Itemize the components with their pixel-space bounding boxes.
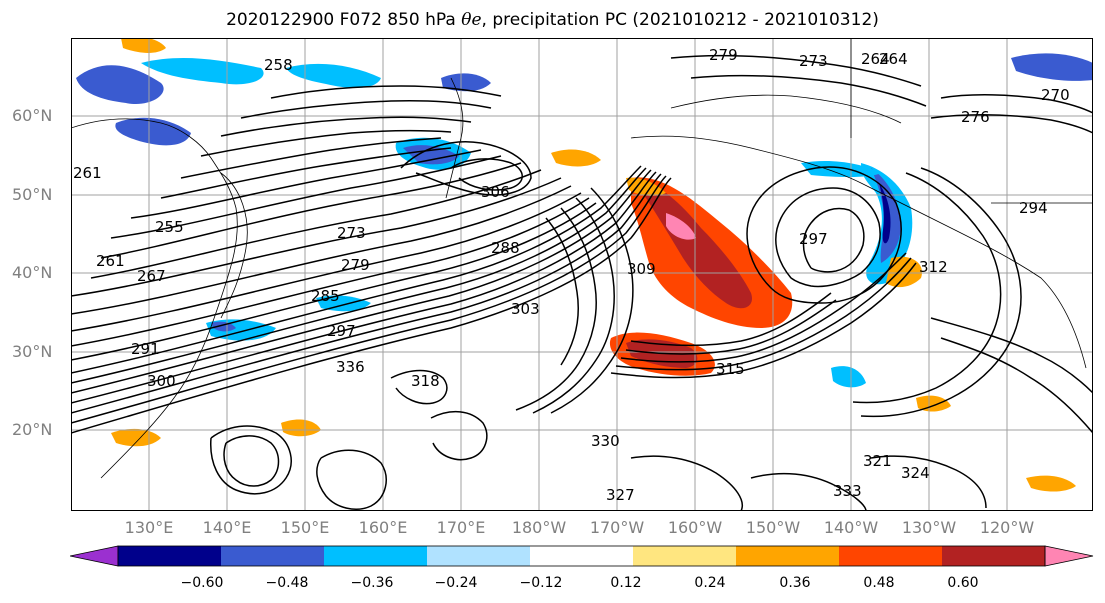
colorbar-tick: 0.60 — [947, 575, 979, 591]
lon-label: 160°W — [667, 518, 723, 537]
contour-label: 303 — [511, 300, 540, 318]
figure-title: 2020122900 F072 850 hPa θe, precipitatio… — [226, 10, 879, 30]
lon-label: 150°E — [280, 518, 330, 537]
colorbar-extend-low — [70, 545, 119, 567]
contour-label: 306 — [481, 183, 510, 201]
colorbar-cell — [942, 546, 1046, 566]
colorbar-cell — [839, 546, 943, 566]
lat-label-50n: 50°N — [12, 185, 53, 204]
contour-label: 324 — [901, 464, 930, 482]
contour-label: 312 — [919, 258, 948, 276]
colorbar-cell — [118, 546, 222, 566]
contour-label: 258 — [264, 56, 293, 74]
colorbar-cell — [633, 546, 737, 566]
contour-label: 333 — [833, 482, 862, 500]
contour-label: 276 — [961, 108, 990, 126]
colorbar-tick: −0.60 — [180, 575, 224, 591]
lon-label: 170°E — [436, 518, 486, 537]
contour-label: 264 — [861, 50, 890, 68]
contour-label: 288 — [491, 239, 520, 257]
lat-label-60n: 60°N — [12, 106, 53, 125]
contour-label: 291 — [131, 340, 160, 358]
lon-label: 130°W — [901, 518, 957, 537]
contour-label: 255 — [155, 218, 184, 236]
contour-label: 267 — [137, 267, 166, 285]
contour-label: 336 — [336, 358, 365, 376]
colorbar-cell — [324, 546, 428, 566]
lon-label: 180°W — [511, 518, 567, 537]
colorbar-cell — [427, 546, 531, 566]
colorbar-extend-high — [1044, 545, 1094, 567]
contour-label: 264 — [879, 50, 908, 68]
lon-label: 160°E — [358, 518, 408, 537]
contour-label: 321 — [863, 452, 892, 470]
contour-label: 273 — [799, 52, 828, 70]
contour-label: 279 — [709, 46, 738, 64]
contour-label: 297 — [327, 322, 356, 340]
contour-label: 330 — [591, 432, 620, 450]
contour-label: 270 — [1041, 86, 1070, 104]
colorbar — [70, 545, 1094, 567]
colorbar-cell — [530, 546, 634, 566]
contour-label: 300 — [147, 372, 176, 390]
precip-shading — [76, 38, 1093, 492]
lat-label-40n: 40°N — [12, 263, 53, 282]
theta-e-contours — [71, 54, 1093, 511]
map-frame — [71, 38, 1093, 511]
colorbar-cells — [70, 545, 1094, 567]
contour-label: 273 — [337, 224, 366, 242]
colorbar-cell — [221, 546, 325, 566]
colorbar-tick: 0.36 — [779, 575, 811, 591]
contour-label: 327 — [606, 486, 635, 504]
contour-label: 261 — [73, 164, 102, 182]
colorbar-tick: −0.12 — [519, 575, 563, 591]
lat-label-20n: 20°N — [12, 420, 53, 439]
contour-label: 279 — [341, 256, 370, 274]
contour-label: 315 — [716, 360, 745, 378]
contour-label: 294 — [1019, 199, 1048, 217]
weather-map: 258 264 270 276 279 273 264 261 255 261 … — [71, 38, 1093, 511]
theta-e-symbol: θe — [461, 10, 482, 30]
contour-label: 285 — [311, 287, 340, 305]
lon-label: 120°W — [979, 518, 1035, 537]
colorbar-tick: −0.36 — [350, 575, 394, 591]
lon-label: 130°E — [124, 518, 174, 537]
lon-label: 140°E — [202, 518, 252, 537]
contour-label: 309 — [627, 260, 656, 278]
lon-label: 150°W — [745, 518, 801, 537]
lon-label: 140°W — [823, 518, 879, 537]
contour-label: 318 — [411, 372, 440, 390]
colorbar-tick: 0.12 — [610, 575, 642, 591]
colorbar-tick: 0.48 — [863, 575, 895, 591]
colorbar-outline — [117, 545, 1046, 567]
colorbar-tick: −0.24 — [434, 575, 478, 591]
colorbar-tick: 0.24 — [694, 575, 726, 591]
contour-label: 297 — [799, 230, 828, 248]
contour-label: 261 — [96, 252, 125, 270]
colorbar-cell — [736, 546, 840, 566]
contour-labels: 258 264 270 276 279 273 264 261 255 261 … — [73, 46, 1070, 504]
lon-label: 170°W — [589, 518, 645, 537]
lat-label-30n: 30°N — [12, 342, 53, 361]
colorbar-tick: −0.48 — [265, 575, 309, 591]
